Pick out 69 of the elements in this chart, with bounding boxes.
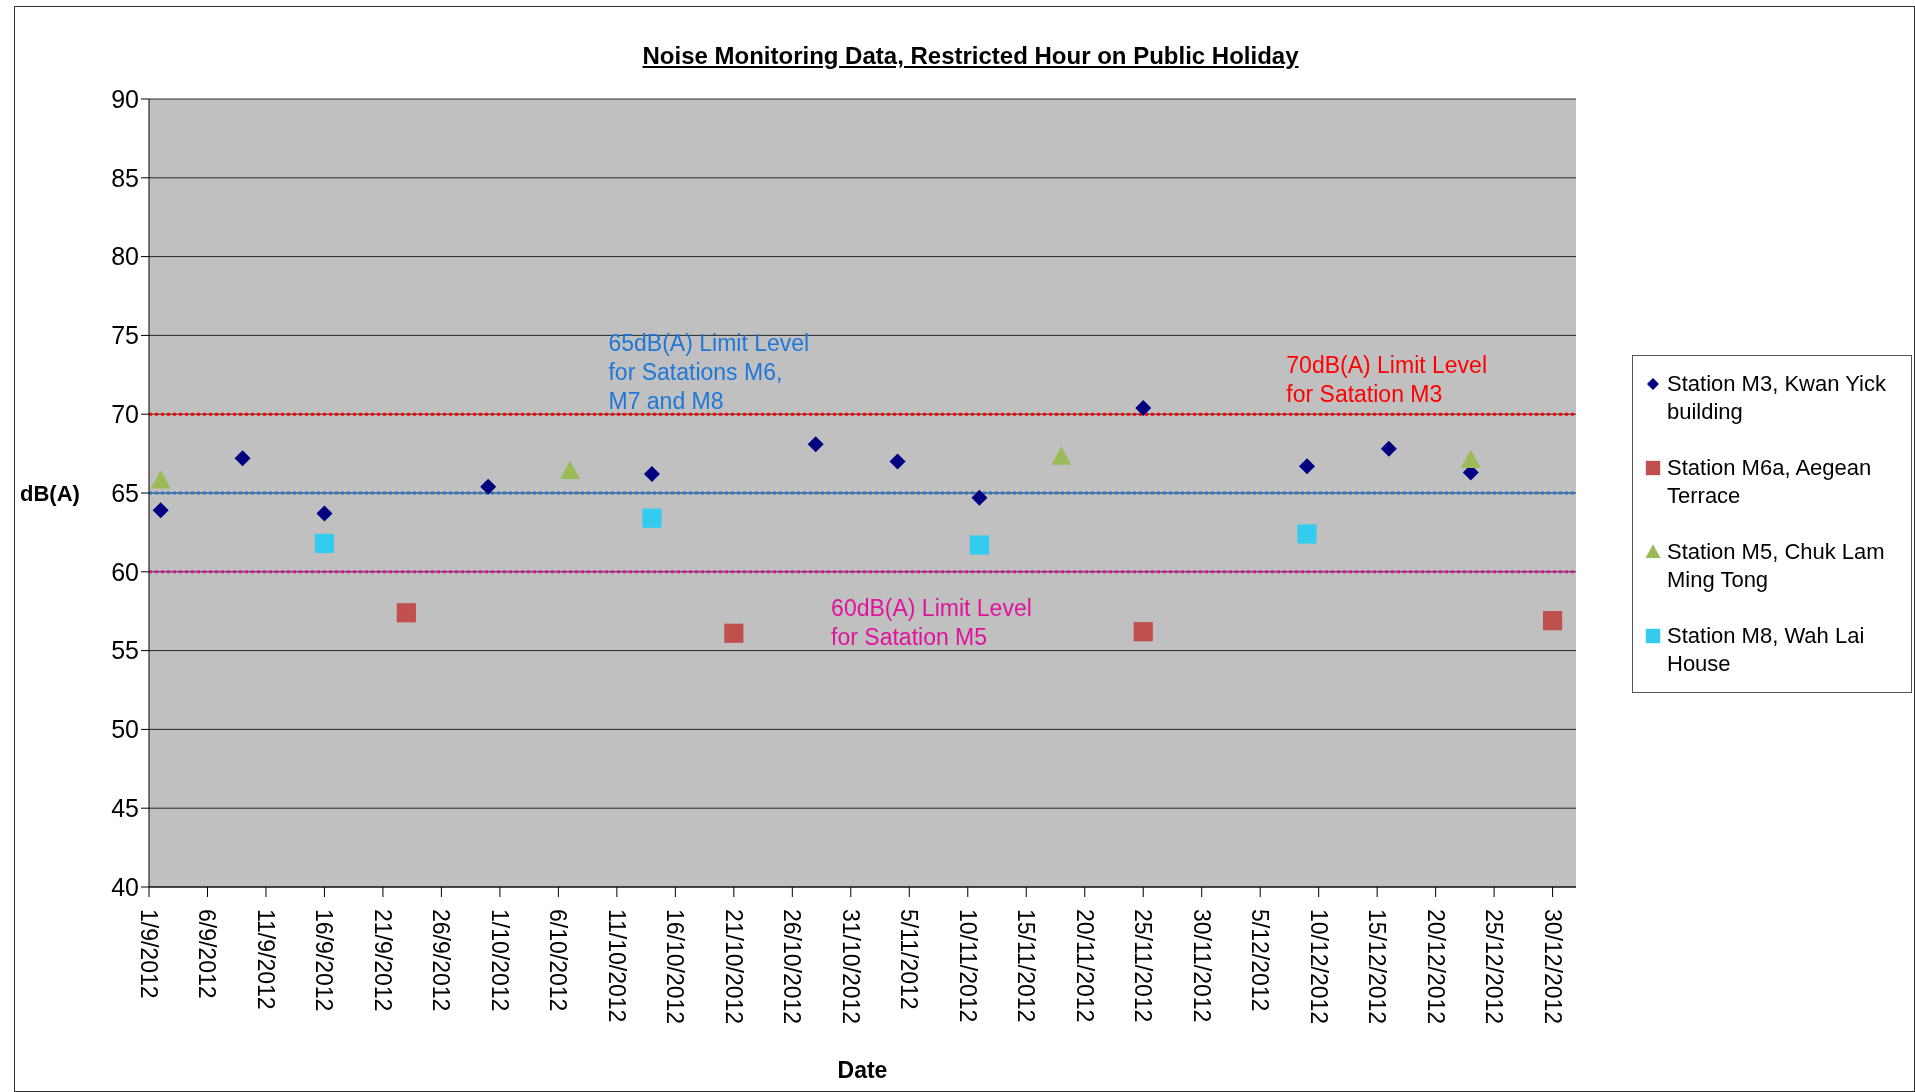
point (1543, 611, 1563, 631)
x-tick-label: 25/11/2012 (1130, 909, 1157, 1023)
point (1051, 446, 1072, 465)
x-tick-label: 26/9/2012 (428, 909, 455, 1012)
x-tick-label: 11/9/2012 (252, 909, 279, 1010)
point (316, 505, 333, 522)
point (396, 603, 416, 623)
x-tick-label: 15/11/2012 (1013, 909, 1040, 1023)
point (152, 502, 169, 519)
point (1460, 449, 1481, 468)
point (969, 535, 990, 555)
y-axis-title: dB(A) (20, 480, 80, 506)
point (1298, 458, 1315, 475)
point (889, 453, 906, 470)
x-tick-label: 30/11/2012 (1188, 909, 1215, 1023)
x-tick-label: 1/10/2012 (486, 909, 513, 1012)
chart-title: Noise Monitoring Data, Restricted Hour on Public Holiday (641, 42, 1300, 70)
x-tick-label: 5/12/2012 (1247, 909, 1274, 1012)
y-tick-label: 75 (111, 321, 139, 350)
point (971, 489, 988, 506)
x-tick-label: 31/10/2012 (837, 909, 864, 1025)
x-tick-label: 16/9/2012 (311, 909, 338, 1012)
x-tick-label: 21/9/2012 (369, 909, 396, 1012)
x-tick-label: 11/10/2012 (603, 909, 630, 1023)
point (234, 450, 251, 467)
y-tick-label: 60 (111, 557, 139, 586)
x-axis-title: Date (837, 1057, 888, 1083)
point (480, 478, 497, 495)
x-tick-label: 1/9/2012 (136, 909, 162, 999)
x-tick-label: 16/10/2012 (662, 909, 689, 1025)
point (314, 533, 335, 554)
x-tick-label: 10/11/2012 (954, 909, 981, 1023)
y-tick-label: 65 (111, 478, 139, 507)
point (1297, 524, 1317, 544)
y-tick-label: 85 (111, 163, 139, 192)
x-tick-label: 20/12/2012 (1422, 909, 1449, 1025)
x-tick-label: 25/12/2012 (1481, 909, 1508, 1025)
x-tick-label: 6/9/2012 (194, 909, 221, 999)
y-tick-label: 50 (111, 715, 139, 744)
x-tick-label: 10/12/2012 (1305, 909, 1332, 1025)
y-tick-label: 55 (111, 636, 139, 665)
x-tick-label: 26/10/2012 (779, 909, 806, 1025)
y-tick-label: 90 (111, 84, 139, 113)
point (1380, 440, 1397, 457)
ref-line-label: 70dB(A) Limit Level for Satation M3 (1286, 352, 1488, 408)
y-tick-label: 80 (111, 242, 139, 271)
legend-label: Station M6a, Aegean Terrace (1667, 454, 1873, 510)
x-tick-label: 30/12/2012 (1539, 909, 1566, 1025)
point (643, 466, 660, 483)
point (724, 623, 744, 643)
x-tick-label: 21/10/2012 (720, 909, 747, 1025)
point (642, 508, 662, 528)
x-tick-label: 5/11/2012 (896, 909, 923, 1010)
point (1133, 622, 1153, 642)
point (1135, 399, 1152, 416)
point (150, 469, 171, 489)
ref-line-label: 60dB(A) Limit Level for Satation M5 (831, 594, 1032, 650)
point (560, 460, 581, 479)
point (807, 436, 824, 453)
y-tick-label: 70 (111, 400, 139, 429)
x-tick-label: 6/10/2012 (545, 909, 572, 1012)
legend-label: Station M8, Wah Lai House (1667, 622, 1866, 678)
x-tick-label: 20/11/2012 (1071, 909, 1098, 1023)
legend-label: Station M3, Kwan Yick building (1667, 370, 1887, 426)
legend-label: Station M5, Chuk Lam Ming Tong (1667, 538, 1886, 594)
y-tick-label: 40 (111, 872, 139, 901)
x-tick-label: 15/12/2012 (1364, 909, 1391, 1025)
ref-line-label: 65dB(A) Limit Level for Satations M6, M7 and M8 (608, 330, 810, 414)
y-tick-label: 45 (111, 794, 139, 823)
